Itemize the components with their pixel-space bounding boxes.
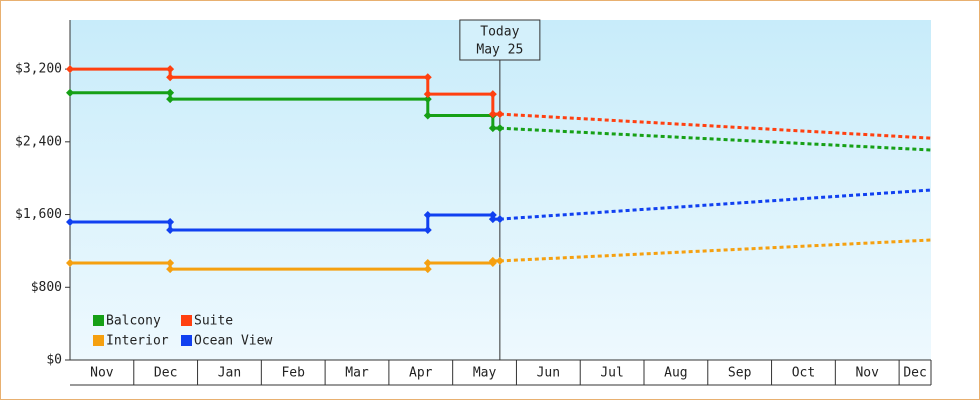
x-tick-label: Nov (855, 366, 879, 381)
y-tick-label: $800 (31, 280, 62, 295)
x-tick-label: Sep (728, 366, 752, 381)
point-marker (166, 73, 175, 82)
point-marker (423, 265, 432, 274)
point-marker (166, 95, 175, 104)
point-marker (423, 111, 432, 120)
x-tick-label: Apr (409, 366, 433, 381)
x-tick-label: Jul (600, 366, 623, 381)
y-tick-label: $3,200 (15, 62, 62, 77)
y-tick-label: $1,600 (15, 207, 62, 222)
point-marker (495, 215, 504, 224)
point-marker (495, 256, 504, 265)
point-marker (166, 226, 175, 234)
today-date: May 25 (476, 43, 523, 58)
point-marker (488, 90, 497, 99)
point-marker (488, 215, 497, 224)
point-marker (488, 256, 497, 265)
point-marker (495, 124, 504, 133)
legend-swatch (93, 335, 104, 346)
x-tick-label: Mar (345, 366, 369, 381)
point-marker (488, 211, 497, 219)
point-marker (166, 65, 175, 74)
point-marker (66, 88, 74, 97)
point-marker (166, 218, 175, 226)
today-box (459, 19, 541, 61)
projection-line (499, 238, 932, 263)
legend-label: Interior (106, 334, 169, 349)
point-marker (166, 259, 175, 267)
point-marker (423, 226, 432, 234)
x-tick-label: Feb (281, 366, 305, 381)
point-marker (166, 88, 175, 97)
legend-label: Suite (194, 314, 233, 329)
x-tick-label: May (473, 366, 497, 381)
point-marker (66, 218, 74, 226)
plot-area (70, 20, 931, 360)
point-marker (488, 110, 497, 119)
point-marker (166, 265, 175, 274)
y-tick-label: $0 (46, 353, 62, 368)
x-tick-label: Oct (792, 366, 815, 381)
projection-line (499, 188, 932, 221)
today-label: Today (480, 25, 519, 40)
point-marker (66, 65, 74, 74)
x-tick-label: Jun (537, 366, 560, 381)
legend-swatch (93, 315, 104, 326)
x-tick-label: Dec (903, 366, 926, 381)
projection-line (499, 112, 932, 140)
point-marker (66, 259, 74, 267)
point-marker (423, 211, 432, 219)
legend-swatch (181, 335, 192, 346)
x-tick-label: Dec (154, 366, 177, 381)
legend-swatch (181, 315, 192, 326)
point-marker (495, 110, 504, 119)
x-tick-label: Nov (90, 366, 114, 381)
projection-line (499, 126, 932, 152)
legend-label: Ocean View (194, 334, 272, 349)
point-marker (423, 73, 432, 82)
y-tick-label: $2,400 (15, 134, 62, 149)
point-marker (488, 124, 497, 133)
point-marker (423, 90, 432, 99)
legend-label: Balcony (106, 314, 161, 329)
x-tick-label: Aug (664, 366, 687, 381)
point-marker (423, 95, 432, 104)
point-marker (423, 259, 432, 267)
x-tick-label: Jan (218, 366, 241, 381)
